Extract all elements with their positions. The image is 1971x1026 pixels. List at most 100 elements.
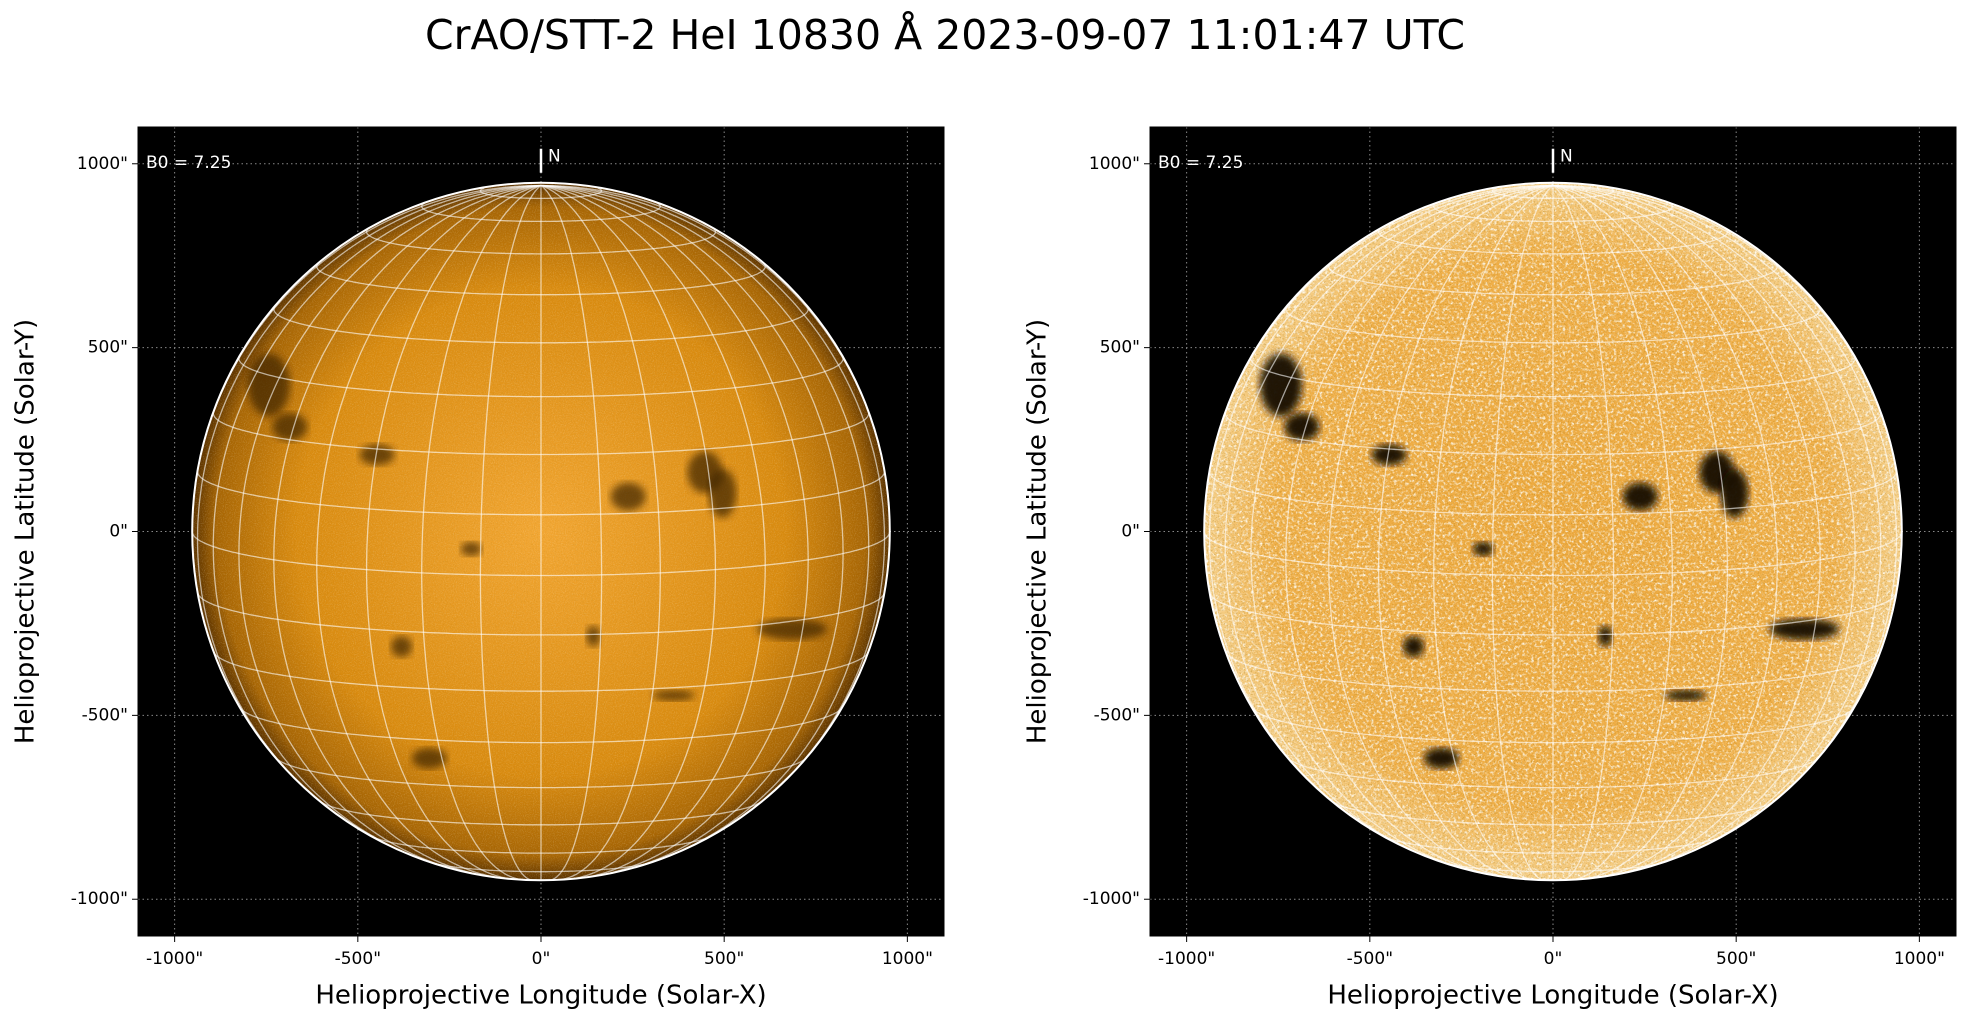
- solar-limb: [1203, 181, 1903, 882]
- figure-title: CrAO/STT-2 HeI 10830 Å 2023-09-07 11:01:…: [425, 11, 1465, 59]
- parallel: [1203, 531, 1903, 577]
- y-tick-label: -500": [1094, 705, 1140, 725]
- meridian: [316, 184, 542, 879]
- filament: [248, 353, 290, 417]
- parallel: [197, 592, 885, 636]
- parallel: [1250, 355, 1856, 398]
- meridian: [479, 184, 542, 881]
- parallel: [273, 305, 809, 344]
- filament: [652, 690, 695, 701]
- y-tick-label: 1000": [1089, 154, 1140, 174]
- x-tick-label: 0": [1544, 949, 1563, 969]
- filament: [1664, 690, 1707, 701]
- annotation: B0 = 7.25: [1158, 153, 1243, 173]
- parallel: [1224, 411, 1882, 456]
- meridian: [238, 184, 542, 873]
- solar-limb: [191, 181, 891, 882]
- parallel: [213, 651, 869, 692]
- parallel: [275, 757, 807, 789]
- x-tick-label: -1000": [146, 949, 203, 969]
- parallel: [239, 707, 843, 744]
- parallel: [1225, 651, 1881, 692]
- meridian: [1552, 184, 1898, 813]
- meridian: [1552, 184, 1856, 873]
- plot-area: [138, 127, 944, 936]
- parallel: [1328, 262, 1778, 296]
- parallel: [1441, 861, 1665, 873]
- filament: [411, 747, 447, 769]
- parallel: [1287, 757, 1819, 789]
- x-tick-label: 0": [532, 949, 551, 969]
- filament: [1598, 625, 1613, 647]
- filament: [1284, 412, 1320, 441]
- filament: [586, 625, 601, 647]
- panel: N B0 = 7.25 -1000" -500" 0" 500" 1000" -1000" -5…: [11, 126, 945, 1011]
- x-tick-label: -1000": [1158, 949, 1215, 969]
- x-tick-label: 500": [1716, 949, 1756, 969]
- filament: [1720, 468, 1749, 518]
- filament: [1260, 353, 1302, 417]
- panel: N B0 = 7.25 -1000" -500" 0" 500" 1000" -1000" -5…: [1023, 126, 1957, 1011]
- meridian: [540, 184, 844, 873]
- y-tick-label: 0": [109, 522, 128, 542]
- meridian: [1552, 184, 1615, 881]
- meridian: [1208, 184, 1554, 813]
- meridian: [540, 184, 766, 879]
- parallel: [1285, 305, 1821, 344]
- x-tick-label: 500": [704, 949, 744, 969]
- x-tick-label: 1000": [1894, 949, 1945, 969]
- parallel: [1208, 470, 1898, 516]
- meridian: [1250, 184, 1554, 873]
- north-label: N: [1560, 147, 1573, 167]
- annotation: B0 = 7.25: [146, 153, 231, 173]
- y-tick-label: 500": [1100, 338, 1140, 358]
- filament: [1423, 747, 1459, 769]
- x-axis-label: Helioprojective Longitude (Solar-X): [315, 981, 766, 1011]
- filament: [1769, 618, 1839, 640]
- meridian: [365, 184, 542, 880]
- y-tick-label: -500": [82, 705, 128, 725]
- meridian: [1552, 184, 1729, 880]
- meridian: [540, 184, 870, 861]
- meridian: [1552, 184, 1673, 881]
- filament: [610, 482, 646, 511]
- parallel: [1491, 187, 1615, 200]
- meridian: [1552, 184, 1778, 879]
- parallel: [1251, 707, 1855, 744]
- parallel: [319, 800, 763, 826]
- heliographic-grid: [1203, 184, 1903, 881]
- meridian: [540, 184, 886, 813]
- meridian: [212, 184, 542, 861]
- parallel: [370, 835, 712, 854]
- parallel: [479, 187, 603, 200]
- y-axis-label: Helioprojective Latitude (Solar-Y): [11, 319, 41, 744]
- filament: [391, 636, 412, 658]
- meridian: [1552, 184, 1882, 861]
- x-tick-label: 1000": [882, 949, 933, 969]
- parallel: [1331, 800, 1775, 826]
- meridian: [1377, 184, 1554, 880]
- x-tick-label: -500": [335, 949, 381, 969]
- parallel: [429, 861, 653, 873]
- filament: [757, 618, 827, 640]
- filament: [1472, 541, 1494, 556]
- filament: [272, 412, 308, 441]
- y-tick-label: 500": [88, 338, 128, 358]
- plot-area: [1150, 127, 1956, 936]
- parallel: [421, 200, 661, 223]
- y-axis-label: Helioprojective Latitude (Solar-Y): [1023, 319, 1053, 744]
- parallel: [1382, 835, 1724, 854]
- meridian: [540, 184, 661, 881]
- meridian: [540, 184, 717, 880]
- meridian: [1433, 184, 1554, 881]
- parallel: [1377, 226, 1729, 255]
- meridian: [421, 184, 542, 881]
- parallel: [316, 262, 766, 296]
- parallel: [212, 411, 870, 456]
- filament: [1622, 482, 1658, 511]
- filament: [1403, 636, 1424, 658]
- meridian: [1224, 184, 1554, 861]
- x-tick-label: -500": [1347, 949, 1393, 969]
- meridian: [196, 184, 542, 813]
